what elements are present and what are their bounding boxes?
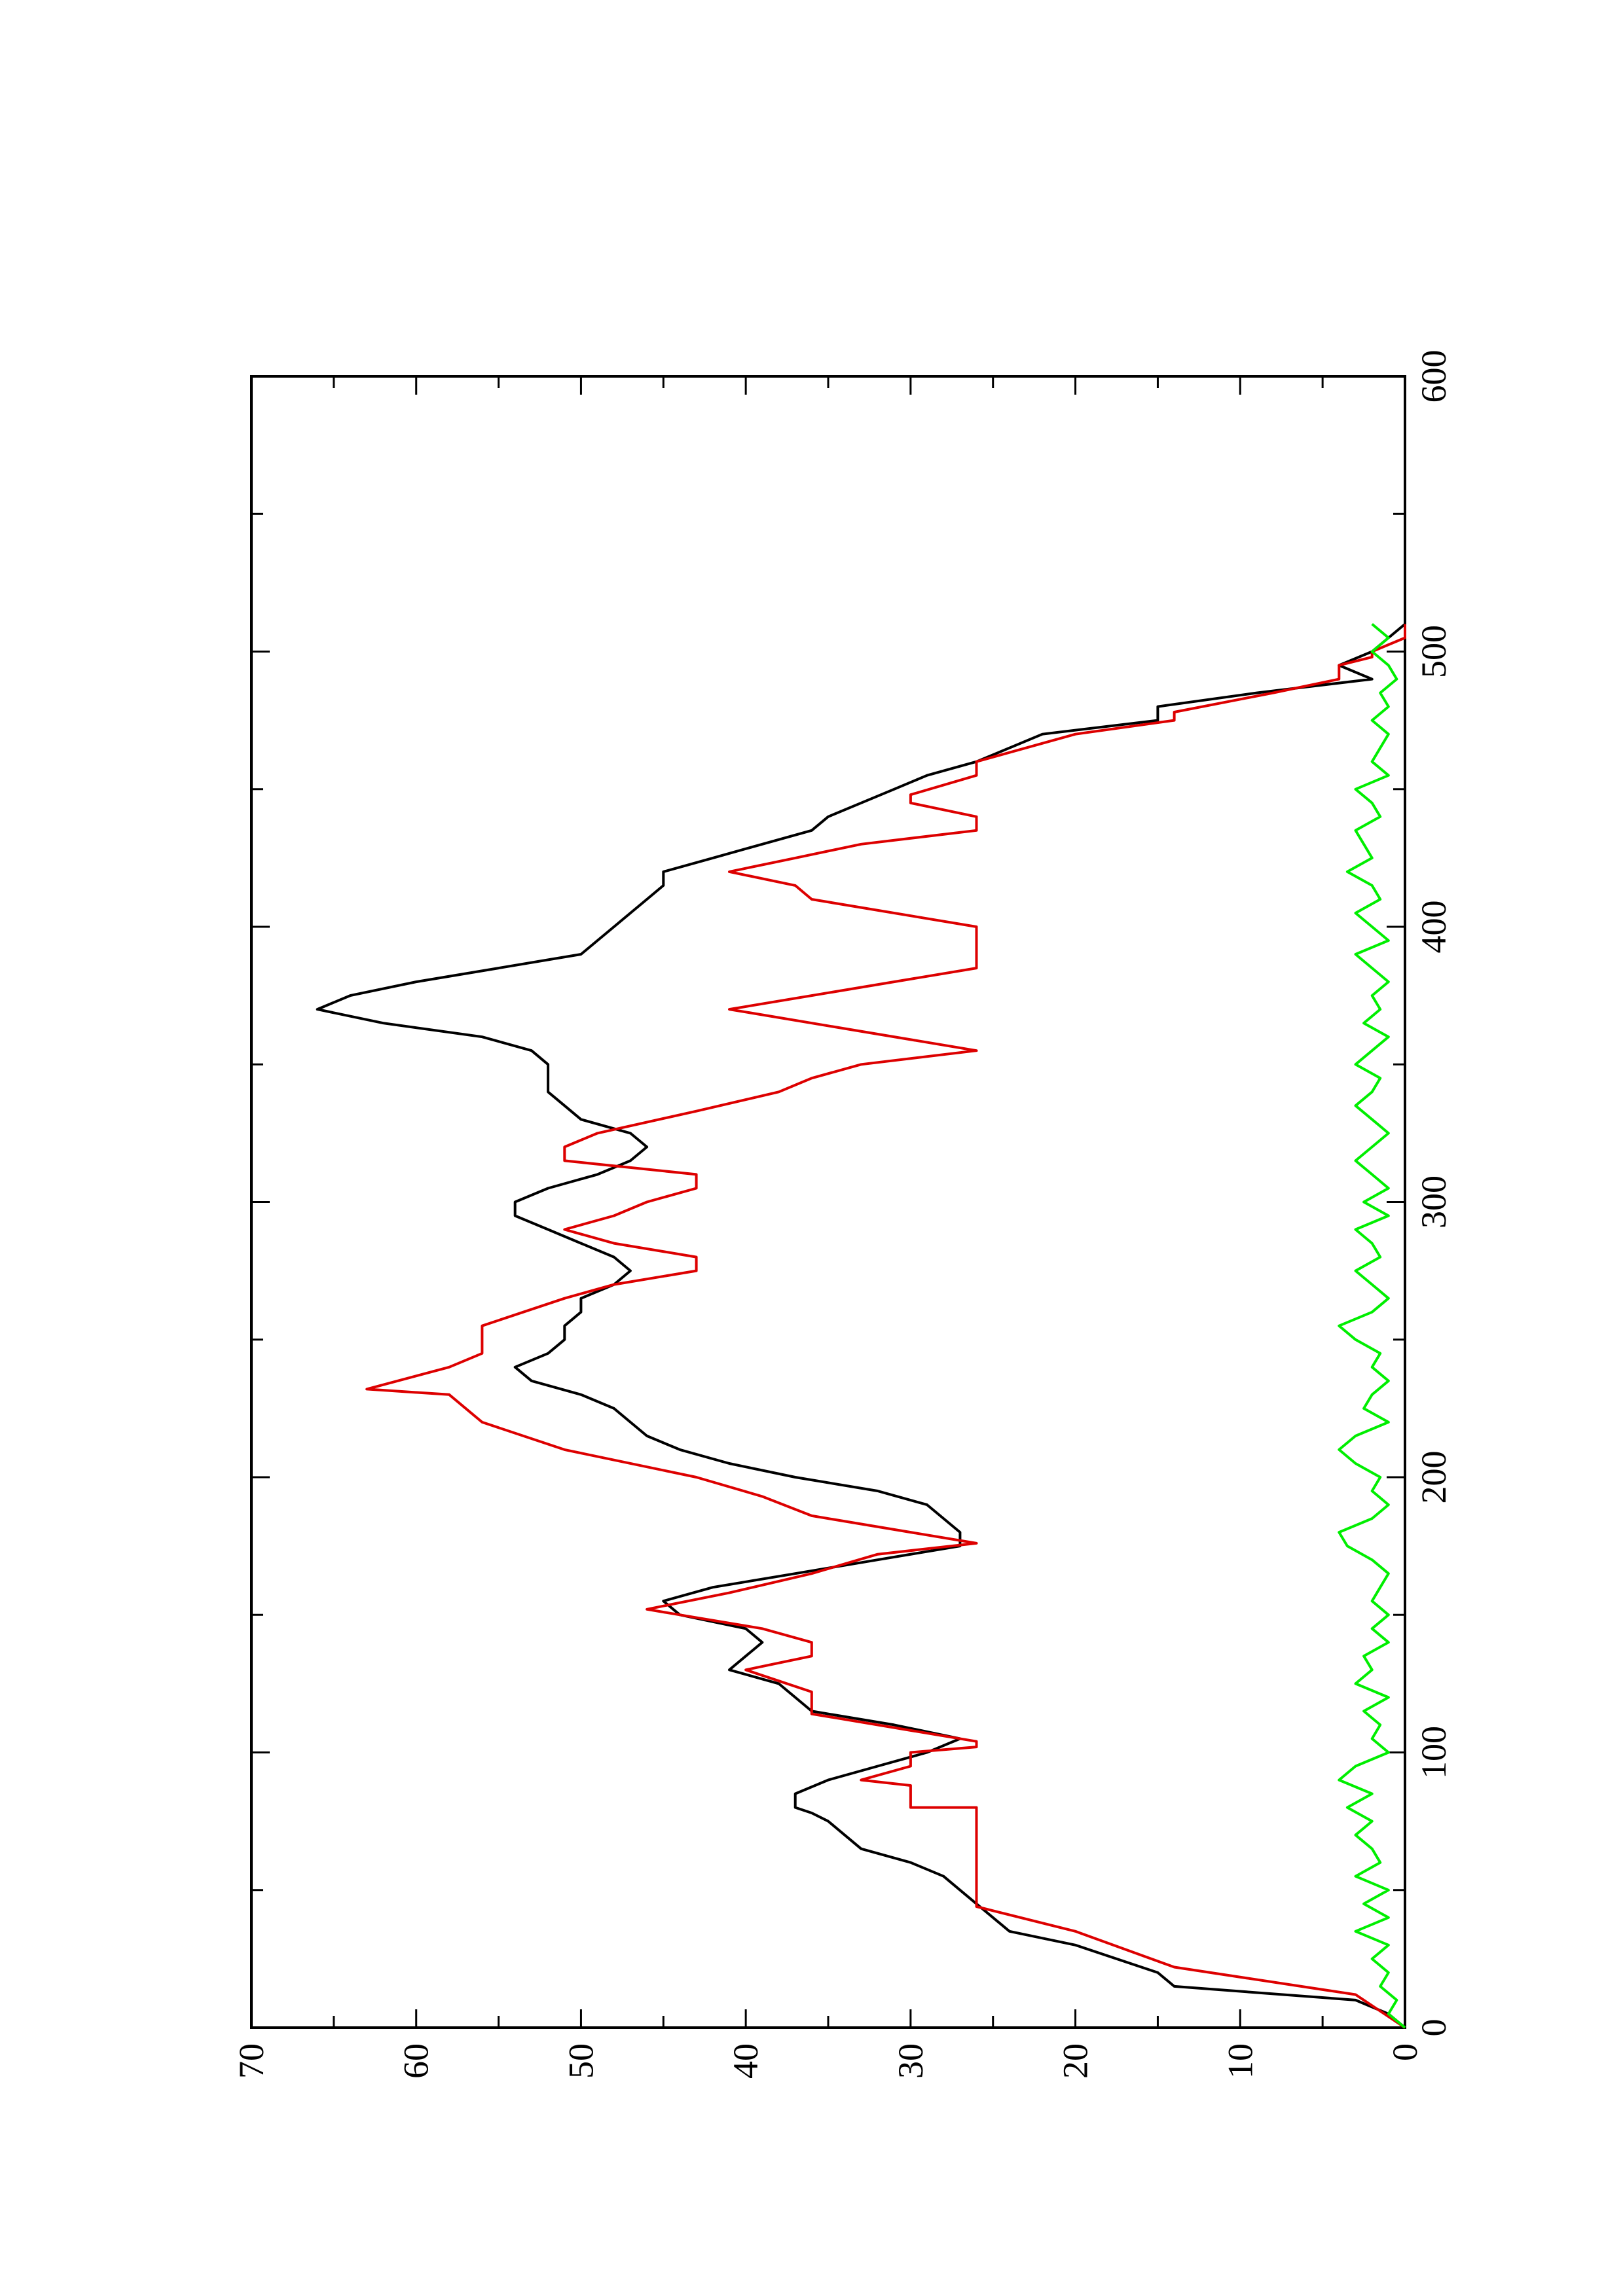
series-black-line: [316, 622, 1406, 2029]
series-lines: [316, 622, 1406, 2029]
y-tick-label: 0: [1385, 2043, 1425, 2061]
y-tick-label: 10: [1220, 2043, 1260, 2079]
x-tick-label: 600: [1414, 350, 1453, 403]
y-tick-label: 70: [232, 2043, 271, 2079]
x-tick-label: 100: [1414, 1726, 1453, 1779]
series-red-line: [365, 624, 1406, 2029]
y-tick-label: 60: [397, 2043, 436, 2079]
x-tick-label: 200: [1414, 1451, 1453, 1504]
x-tick-label: 300: [1414, 1175, 1453, 1229]
x-tick-label: 500: [1414, 625, 1453, 678]
y-tick-label: 20: [1056, 2043, 1095, 2079]
x-tick-label: 0: [1414, 2019, 1453, 2037]
y-tick-label: 50: [561, 2043, 600, 2079]
y-tick-label: 40: [726, 2043, 765, 2079]
x-tick-label: 400: [1414, 901, 1453, 954]
y-tick-label: 30: [891, 2043, 930, 2079]
tick-labels: 0 100 200 300 400 500 600 0 10 20 30 40 50 60 70: [232, 350, 1453, 2079]
tick-marks: [250, 375, 1406, 2029]
series-green-line: [1338, 622, 1406, 2029]
